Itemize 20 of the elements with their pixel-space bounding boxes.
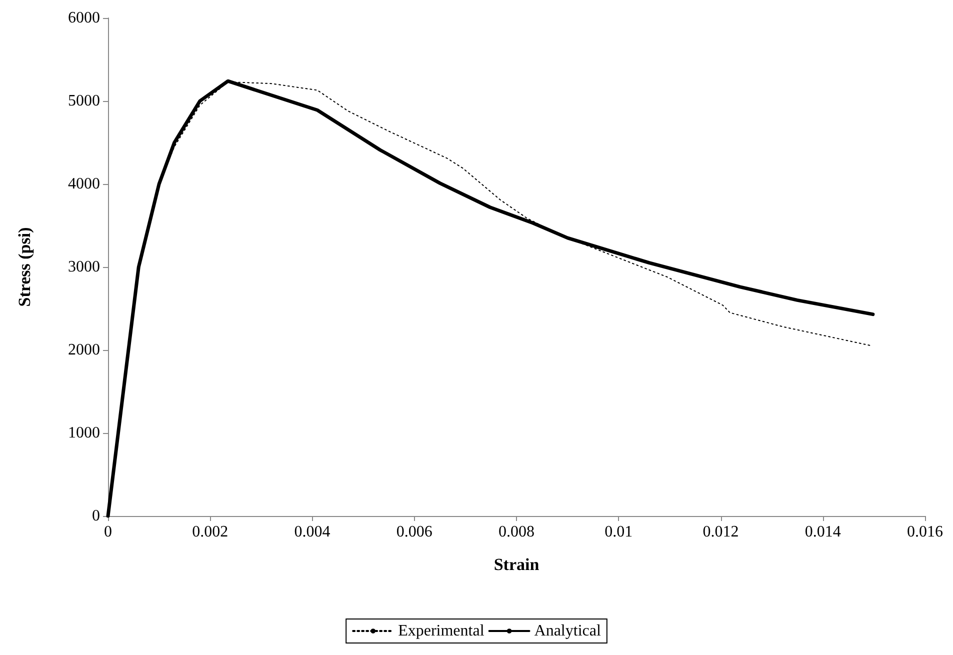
y-tick-label: 2000 (68, 342, 100, 358)
y-tick-label: 0 (92, 508, 100, 524)
y-tick-label: 6000 (68, 10, 100, 26)
y-tick-label: 5000 (68, 92, 100, 110)
x-tick-label: 0.014 (804, 524, 841, 540)
x-tick-label: 0.002 (192, 524, 228, 540)
y-tick-label: 4000 (68, 176, 100, 192)
x-tick-label: 0.008 (498, 524, 534, 540)
y-axis-title: Stress (psi) (15, 227, 34, 307)
x-tick-label: 0.01 (604, 524, 633, 540)
x-axis-title: Strain (494, 555, 540, 574)
x-tick-label: 0.012 (702, 524, 739, 540)
y-tick-label: 1000 (68, 424, 100, 442)
y-tick-label: 3000 (68, 258, 100, 276)
x-tick-label: 0.004 (294, 524, 330, 540)
legend-label: Analytical (534, 622, 602, 640)
x-tick-label: 0 (104, 524, 112, 540)
x-tick-label: 0.016 (907, 524, 943, 540)
legend-label: Experimental (398, 622, 485, 640)
x-tick-label: 0.006 (396, 524, 432, 540)
